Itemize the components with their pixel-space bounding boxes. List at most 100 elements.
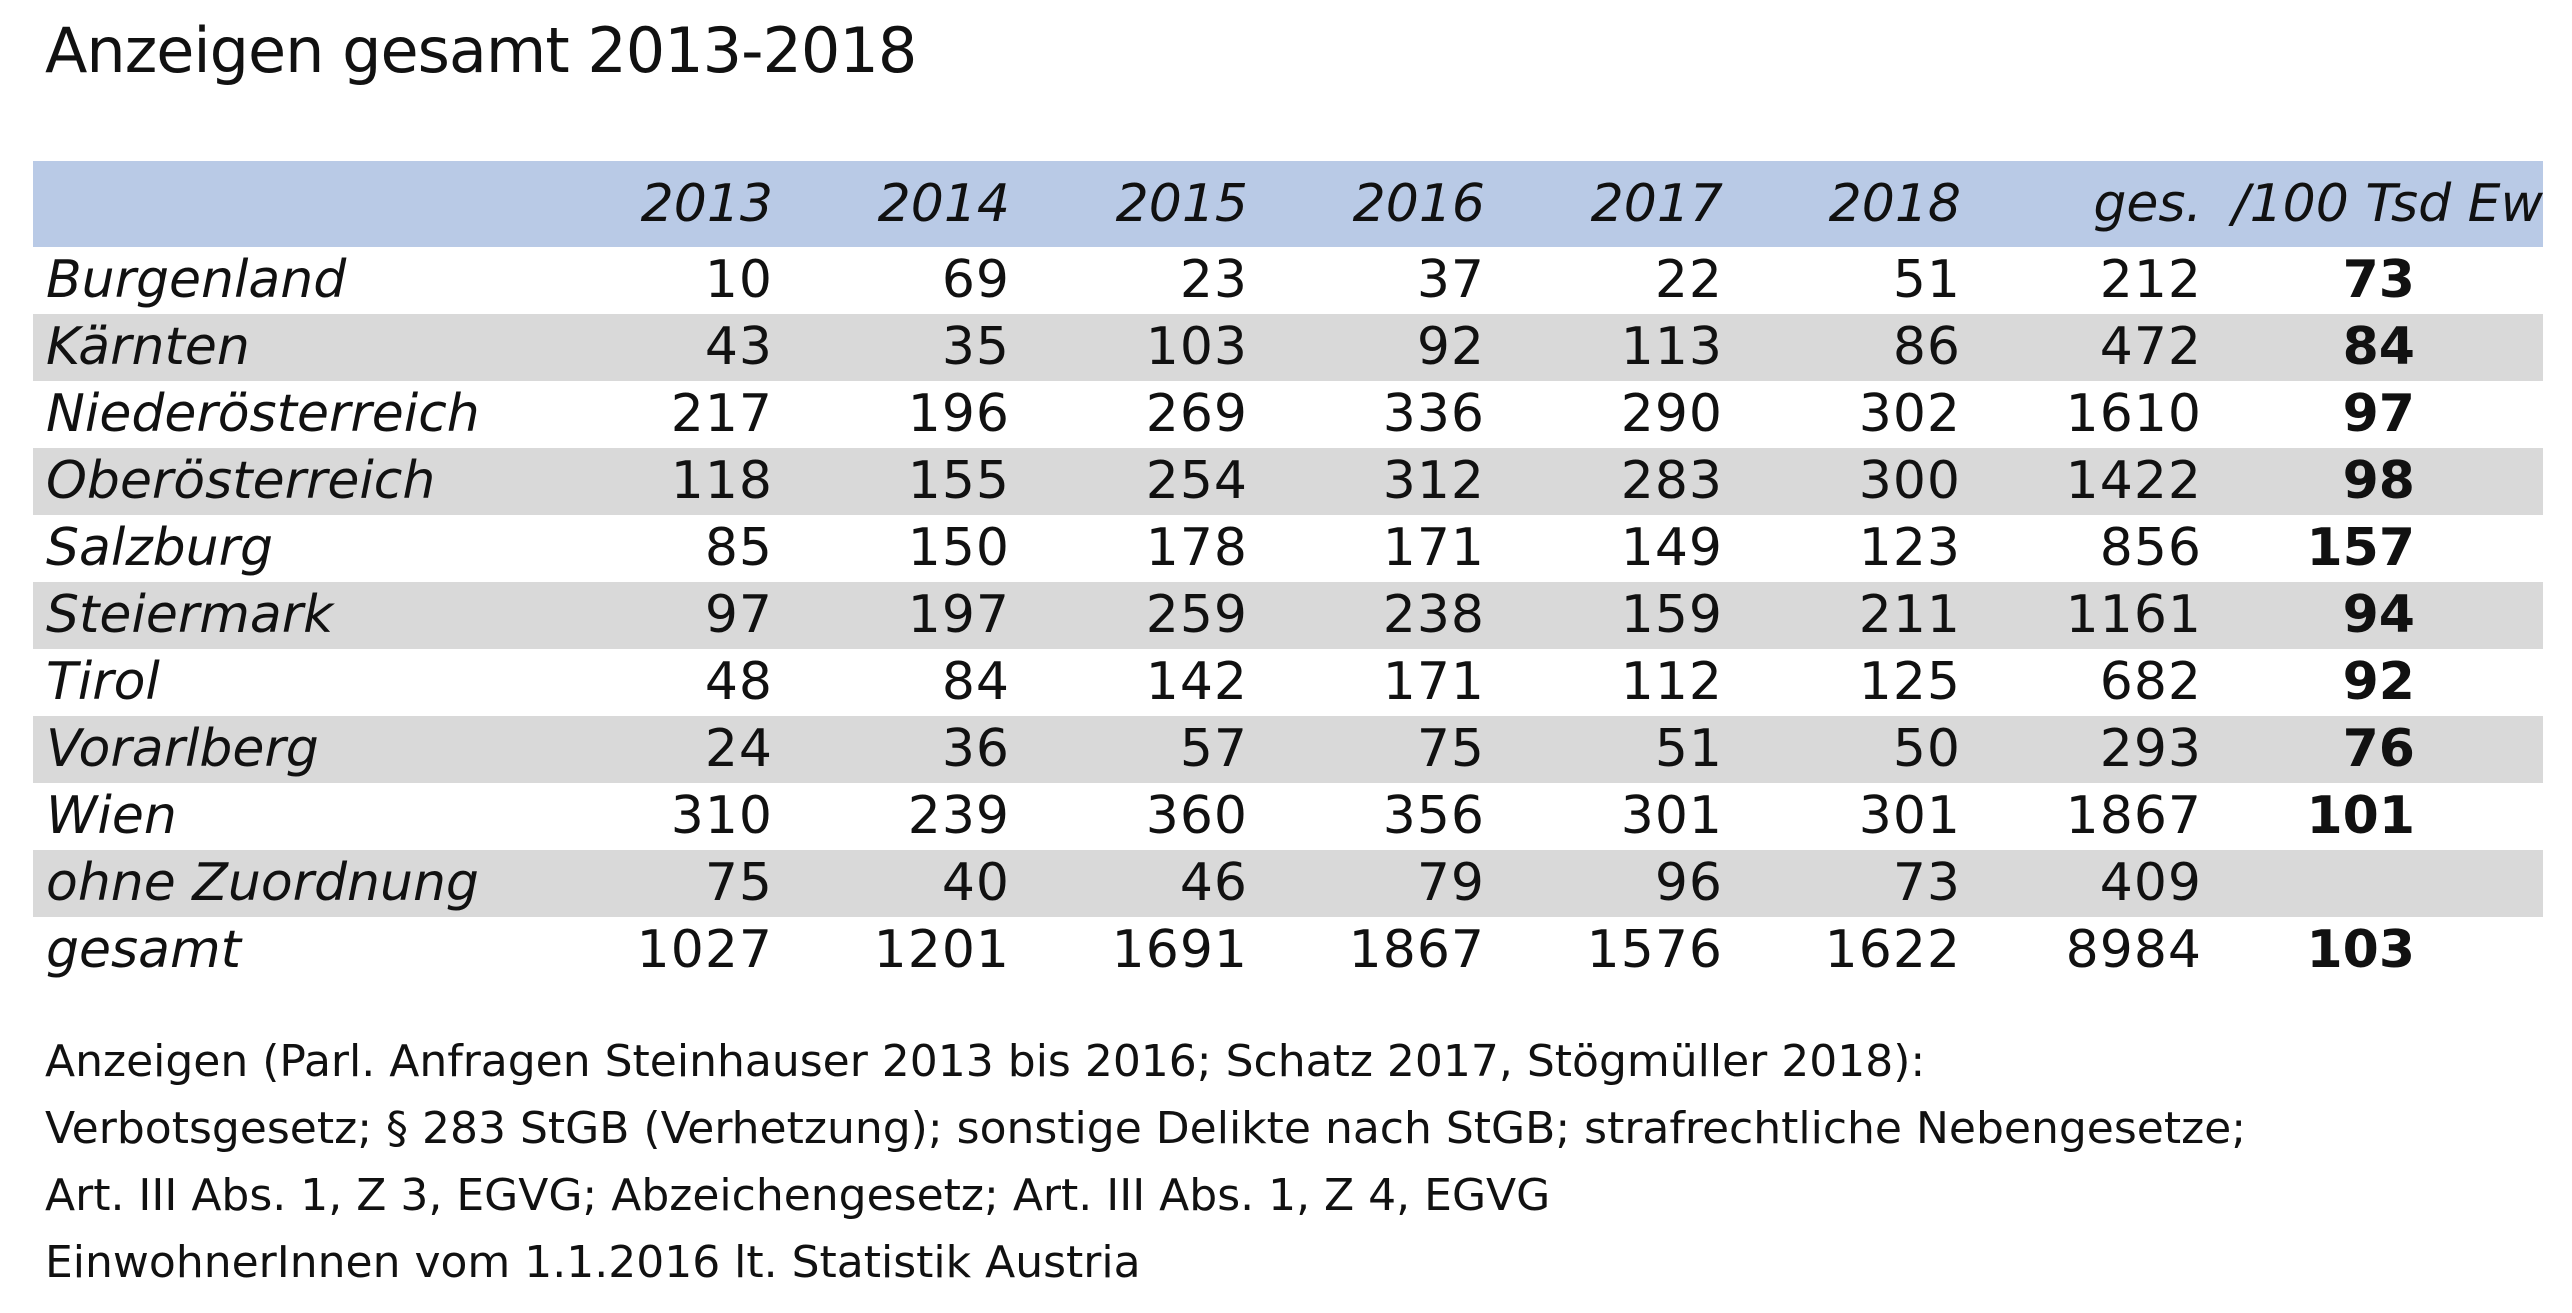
footnotes: Anzeigen (Parl. Anfragen Steinhauser 201… [45,1028,2246,1296]
value-cell: 171 [1382,518,1485,578]
rate-cell: 84 [2342,317,2415,377]
value-cell: 155 [907,451,1010,511]
value-cell: 310 [670,786,773,846]
value-cell: 1691 [1111,920,1248,980]
region-cell: Steiermark [46,585,334,645]
value-cell: 1027 [636,920,773,980]
footnote-line: EinwohnerInnen vom 1.1.2016 lt. Statisti… [45,1237,1141,1288]
page-title: Anzeigen gesamt 2013-2018 [45,14,917,87]
footnote-line: Verbotsgesetz; § 283 StGB (Verhetzung); … [45,1103,2247,1154]
value-cell: 125 [1858,652,1961,712]
value-cell: 79 [1416,853,1485,913]
value-cell: 149 [1620,518,1723,578]
column-header-rate: /100 Tsd Ew [2232,174,2543,234]
column-header-2016: 2016 [1352,174,1485,234]
value-cell: 312 [1382,451,1485,511]
value-cell: 178 [1145,518,1248,578]
value-cell: 118 [670,451,773,511]
value-cell: 86 [1892,317,1961,377]
value-cell: 301 [1620,786,1723,846]
region-cell: ohne Zuordnung [46,853,479,913]
value-cell: 96 [1654,853,1723,913]
value-cell: 50 [1892,719,1961,779]
region-cell: gesamt [46,920,241,980]
column-header-2014: 2014 [877,174,1010,234]
value-cell: 24 [704,719,773,779]
value-cell: 238 [1382,585,1485,645]
column-header-total: ges. [2093,174,2202,234]
value-cell: 269 [1145,384,1248,444]
column-header-2017: 2017 [1590,174,1723,234]
table-row: Niederösterreich 217 196 269 336 290 302 1610 97 [33,381,2543,448]
value-cell: 10 [704,250,773,310]
value-cell: 35 [941,317,1010,377]
value-cell: 1867 [1348,920,1485,980]
value-cell: 92 [1416,317,1485,377]
value-cell: 150 [907,518,1010,578]
column-header-2013: 2013 [640,174,773,234]
table-row: Vorarlberg 24 36 57 75 51 50 293 76 [33,716,2543,783]
value-cell: 85 [704,518,773,578]
footnote-line: Anzeigen (Parl. Anfragen Steinhauser 201… [45,1036,1926,1087]
value-cell: 171 [1382,652,1485,712]
region-cell: Wien [46,786,177,846]
value-cell: 293 [2099,719,2202,779]
value-cell: 159 [1620,585,1723,645]
value-cell: 73 [1892,853,1961,913]
region-cell: Tirol [46,652,160,712]
rate-cell: 73 [2342,250,2415,310]
table-row: Steiermark 97 197 259 238 159 211 1161 94 [33,582,2543,649]
table-body: Burgenland 10 69 23 37 22 51 212 73 Kärnten 43 35 10… [33,247,2543,984]
value-cell: 23 [1179,250,1248,310]
region-cell: Kärnten [46,317,250,377]
value-cell: 217 [670,384,773,444]
value-cell: 69 [941,250,1010,310]
value-cell: 8984 [2065,920,2202,980]
value-cell: 103 [1145,317,1248,377]
table-row: ohne Zuordnung 75 40 46 79 96 73 409 [33,850,2543,917]
value-cell: 290 [1620,384,1723,444]
value-cell: 57 [1179,719,1248,779]
value-cell: 112 [1620,652,1723,712]
value-cell: 409 [2099,853,2202,913]
rate-cell: 76 [2342,719,2415,779]
value-cell: 22 [1654,250,1723,310]
region-cell: Burgenland [46,250,347,310]
rate-cell: 94 [2342,585,2415,645]
footnote-line: Art. III Abs. 1, Z 3, EGVG; Abzeichenges… [45,1170,1551,1221]
region-cell: Oberösterreich [46,451,436,511]
value-cell: 142 [1145,652,1248,712]
value-cell: 1201 [873,920,1010,980]
value-cell: 113 [1620,317,1723,377]
value-cell: 302 [1858,384,1961,444]
value-cell: 36 [941,719,1010,779]
table-header-row: 2013 2014 2015 2016 2017 2018 ges. /100 … [33,161,2543,247]
value-cell: 84 [941,652,1010,712]
value-cell: 37 [1416,250,1485,310]
value-cell: 1610 [2065,384,2202,444]
value-cell: 46 [1179,853,1248,913]
value-cell: 196 [907,384,1010,444]
table-row: Tirol 48 84 142 171 112 125 682 92 [33,649,2543,716]
value-cell: 1161 [2065,585,2202,645]
rate-cell: 101 [2306,786,2415,846]
table-row: Burgenland 10 69 23 37 22 51 212 73 [33,247,2543,314]
rate-cell [2208,850,2543,917]
value-cell: 40 [941,853,1010,913]
value-cell: 51 [1892,250,1961,310]
value-cell: 51 [1654,719,1723,779]
value-cell: 211 [1858,585,1961,645]
value-cell: 97 [704,585,773,645]
value-cell: 259 [1145,585,1248,645]
value-cell: 123 [1858,518,1961,578]
table-row: Kärnten 43 35 103 92 113 86 472 84 [33,314,2543,381]
value-cell: 283 [1620,451,1723,511]
rate-cell: 98 [2342,451,2415,511]
column-header-region [33,161,543,247]
value-cell: 1622 [1824,920,1961,980]
table-row: Wien 310 239 360 356 301 301 1867 101 [33,783,2543,850]
value-cell: 682 [2099,652,2202,712]
value-cell: 43 [704,317,773,377]
value-cell: 856 [2099,518,2202,578]
rate-cell: 97 [2342,384,2415,444]
